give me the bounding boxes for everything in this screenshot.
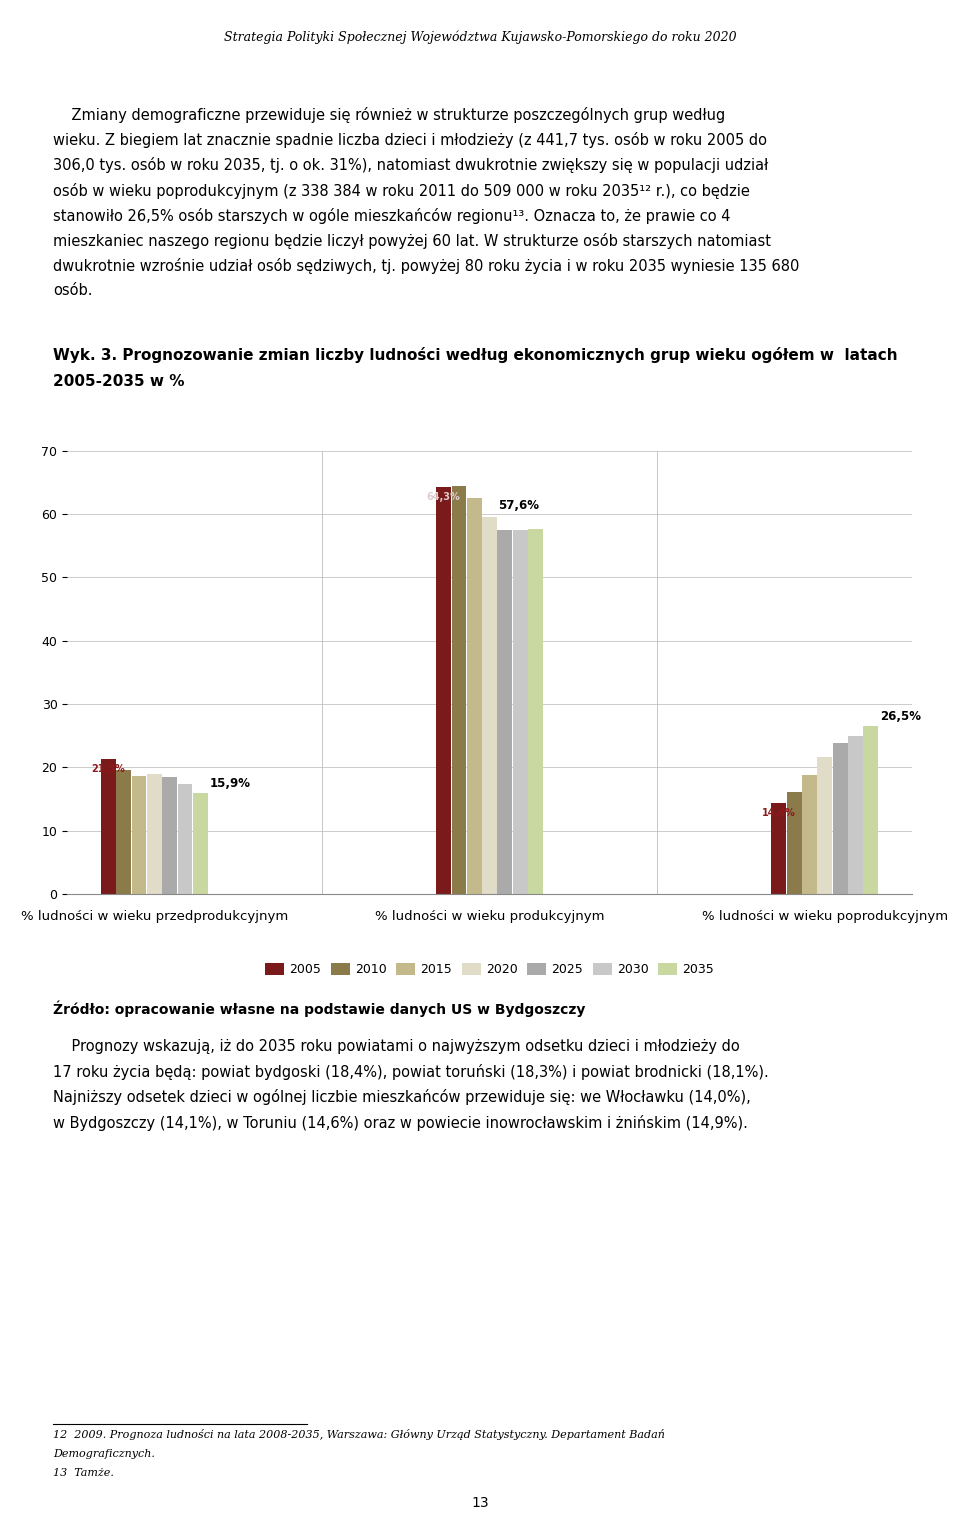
Text: 15,9%: 15,9% [209, 778, 251, 790]
Text: 13: 13 [471, 1496, 489, 1510]
Bar [162, 776, 177, 894]
Text: 17 roku życia będą: powiat bydgoski (18,4%), powiat toruński (18,3%) i powiat br: 17 roku życia będą: powiat bydgoski (18,… [53, 1065, 769, 1080]
Text: Źródło: opracowanie własne na podstawie danych US w Bydgoszczy: Źródło: opracowanie własne na podstawie … [53, 1001, 586, 1018]
Bar [832, 743, 848, 894]
Bar [482, 516, 497, 894]
Bar [497, 530, 513, 894]
Text: 14,4%: 14,4% [762, 808, 796, 817]
Bar [132, 776, 147, 894]
Bar [803, 775, 817, 894]
Bar [436, 487, 451, 894]
Text: 12  2009. Prognoza ludności na lata 2008-2035, Warszawa: Główny Urząd Statystycz: 12 2009. Prognoza ludności na lata 2008-… [53, 1429, 664, 1439]
Bar [513, 530, 528, 894]
Bar [467, 498, 482, 894]
Bar [863, 726, 878, 894]
Text: Zmiany demograficzne przewiduje się również w strukturze poszczególnych grup wed: Zmiany demograficzne przewiduje się równ… [53, 107, 725, 122]
Legend: 2005, 2010, 2015, 2020, 2025, 2030, 2035: 2005, 2010, 2015, 2020, 2025, 2030, 2035 [260, 958, 719, 981]
Bar [178, 784, 192, 894]
Text: Wyk. 3. Prognozowanie zmian liczby ludności według ekonomicznych grup wieku ogół: Wyk. 3. Prognozowanie zmian liczby ludno… [53, 347, 898, 362]
Bar [848, 735, 863, 894]
Text: 2005-2035 w %: 2005-2035 w % [53, 374, 184, 390]
Text: Najniższy odsetek dzieci w ogólnej liczbie mieszkańców przewiduje się: we Włocła: Najniższy odsetek dzieci w ogólnej liczb… [53, 1089, 751, 1105]
Bar [101, 759, 116, 894]
Bar [451, 486, 467, 894]
Text: 306,0 tys. osób w roku 2035, tj. o ok. 31%), natomiast dwukrotnie zwiększy się w: 306,0 tys. osób w roku 2035, tj. o ok. 3… [53, 157, 768, 173]
Text: mieszkaniec naszego regionu będzie liczył powyżej 60 lat. W strukturze osób star: mieszkaniec naszego regionu będzie liczy… [53, 232, 771, 249]
Text: wieku. Z biegiem lat znacznie spadnie liczba dzieci i młodzieży (z 441,7 tys. os: wieku. Z biegiem lat znacznie spadnie li… [53, 131, 767, 148]
Text: Prognozy wskazują, iż do 2035 roku powiatami o najwyższym odsetku dzieci i młodz: Prognozy wskazują, iż do 2035 roku powia… [53, 1039, 739, 1054]
Text: dwukrotnie wzrośnie udział osób sędziwych, tj. powyżej 80 roku życia i w roku 20: dwukrotnie wzrośnie udział osób sędziwyc… [53, 258, 799, 274]
Bar [116, 770, 132, 894]
Bar [817, 758, 832, 894]
Text: 13  Tamże.: 13 Tamże. [53, 1468, 113, 1479]
Text: 26,5%: 26,5% [880, 711, 921, 723]
Bar [787, 792, 802, 894]
Bar [528, 529, 543, 894]
Bar [147, 775, 162, 894]
Text: osób w wieku poprodukcyjnym (z 338 384 w roku 2011 do 509 000 w roku 2035¹² r.),: osób w wieku poprodukcyjnym (z 338 384 w… [53, 182, 750, 199]
Bar [772, 802, 786, 894]
Text: 64,3%: 64,3% [427, 492, 461, 501]
Text: stanowiło 26,5% osób starszych w ogóle mieszkańców regionu¹³. Oznacza to, że pra: stanowiło 26,5% osób starszych w ogóle m… [53, 208, 731, 223]
Text: osób.: osób. [53, 283, 92, 298]
Text: w Bydgoszczy (14,1%), w Toruniu (14,6%) oraz w powiecie inowrocławskim i żniński: w Bydgoszczy (14,1%), w Toruniu (14,6%) … [53, 1115, 748, 1131]
Text: 57,6%: 57,6% [498, 500, 539, 512]
Text: Demograficznych.: Demograficznych. [53, 1449, 155, 1459]
Text: 21,3%: 21,3% [91, 764, 125, 775]
Bar [193, 793, 207, 894]
Text: Strategia Polityki Społecznej Województwa Kujawsko-Pomorskiego do roku 2020: Strategia Polityki Społecznej Województw… [224, 31, 736, 44]
